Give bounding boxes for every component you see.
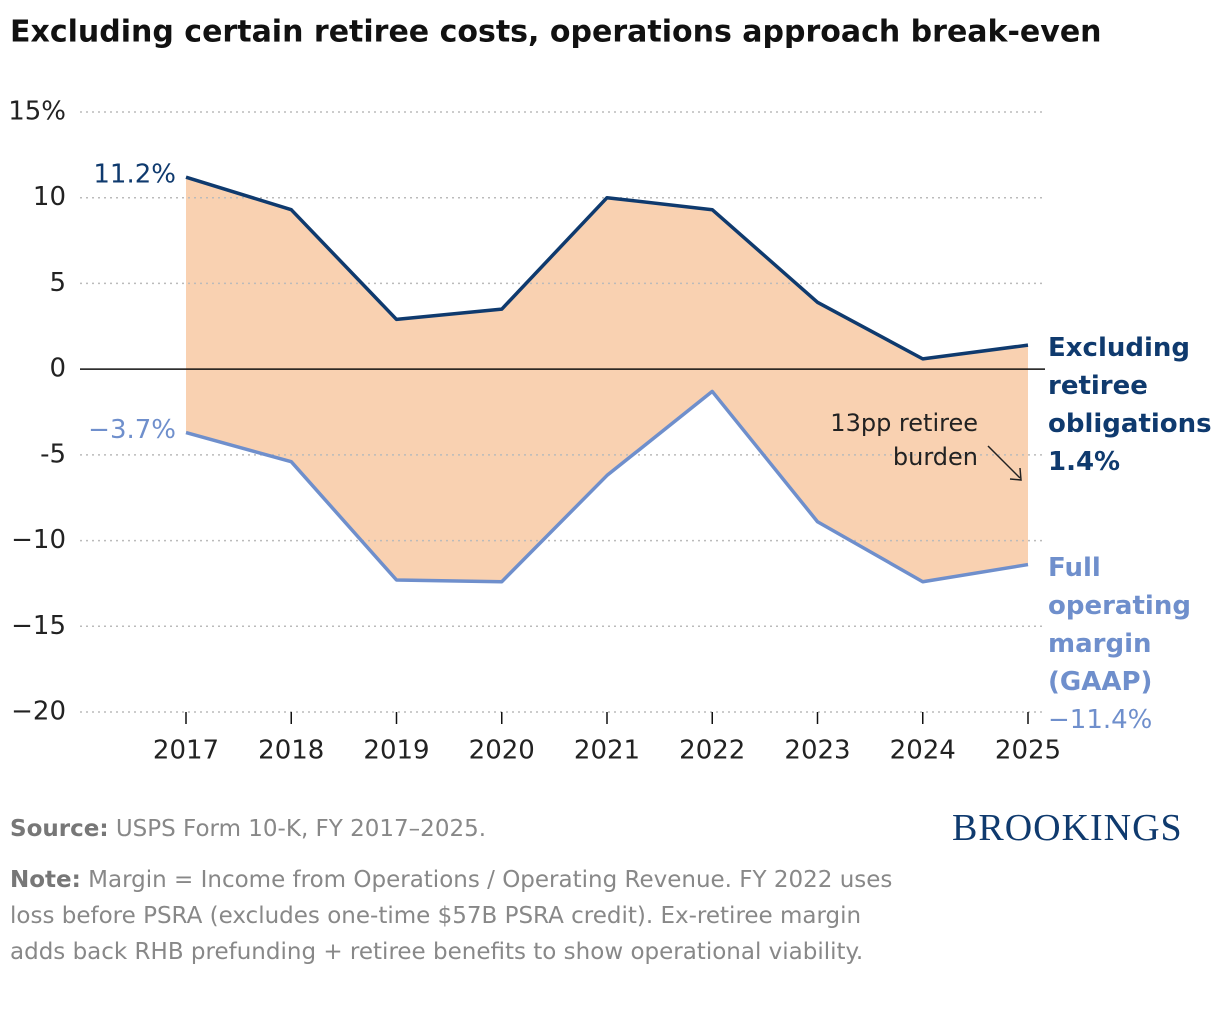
x-tick-label: 2019 <box>363 736 429 766</box>
x-tick-label: 2023 <box>784 736 850 766</box>
legend-entry: Full operating margin (GAAP) <box>1048 553 1191 697</box>
note-label: Note: <box>10 867 81 893</box>
y-tick-label: 10 <box>33 182 66 212</box>
x-tick-label: 2021 <box>574 736 640 766</box>
series-end-label: Excluding retiree obligations 1.4% <box>1048 329 1220 481</box>
source: Source: USPS Form 10-K, FY 2017–2025. <box>10 816 486 842</box>
value-label: 11.2% <box>93 160 176 190</box>
x-tick-label: 2017 <box>153 736 219 766</box>
value-label: −11.4% <box>1048 705 1153 735</box>
y-tick-label: −20 <box>11 697 66 727</box>
y-tick-label: 15% <box>8 97 66 127</box>
annotation: 13pp retiree burden <box>830 409 978 471</box>
chart-title: Excluding certain retiree costs, operati… <box>10 15 1102 50</box>
note: Note: Margin = Income from Operations / … <box>10 862 910 970</box>
x-tick-label: 2025 <box>995 736 1061 766</box>
x-tick-label: 2020 <box>469 736 535 766</box>
y-tick-label: −15 <box>11 611 66 641</box>
x-tick-label: 2024 <box>890 736 956 766</box>
fill-area <box>186 177 1028 582</box>
value-label: 1.4% <box>1048 447 1121 477</box>
series-line <box>185 389 1029 584</box>
series-line <box>185 175 1029 361</box>
y-tick-label: 5 <box>49 268 66 298</box>
y-tick-label: 0 <box>49 354 66 384</box>
value-label: −3.7% <box>88 415 176 445</box>
y-tick-label: -5 <box>40 439 66 469</box>
series-end-label: Full operating margin (GAAP) −11.4% <box>1048 549 1220 739</box>
brand-logo: BROOKINGS <box>952 807 1183 849</box>
annotation-arrowhead <box>1009 467 1022 481</box>
source-text: USPS Form 10-K, FY 2017–2025. <box>115 816 487 842</box>
x-tick-label: 2022 <box>679 736 745 766</box>
note-text: Margin = Income from Operations / Operat… <box>10 867 893 965</box>
annotation-arrow <box>987 445 1021 479</box>
y-tick-label: −10 <box>11 525 66 555</box>
x-tick-label: 2018 <box>258 736 324 766</box>
source-label: Source: <box>10 816 109 842</box>
legend-entry: Excluding retiree obligations <box>1048 333 1212 439</box>
